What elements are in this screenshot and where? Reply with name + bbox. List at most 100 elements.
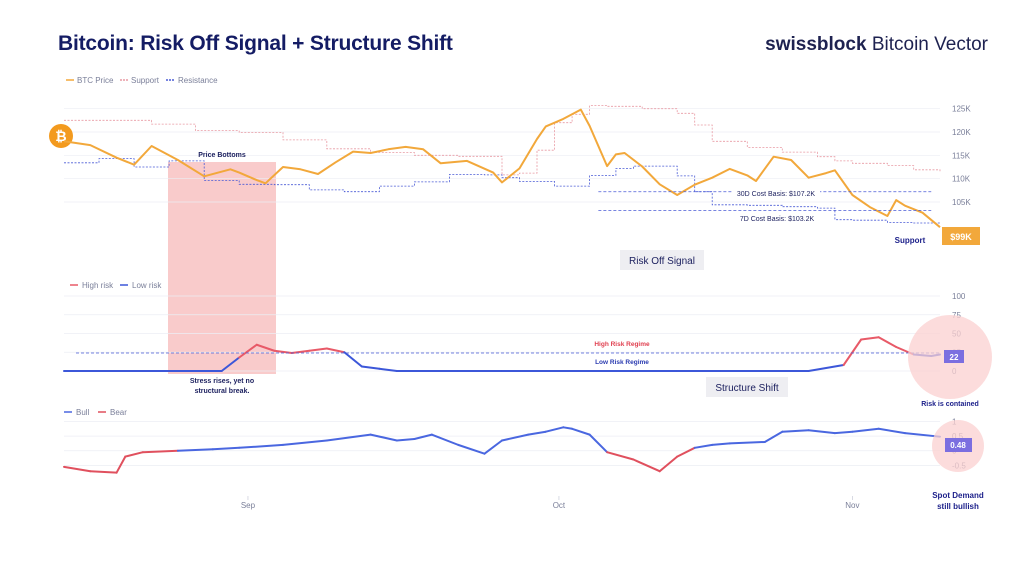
structure-shift-label: Structure Shift: [715, 383, 779, 394]
last-price-badge: [942, 227, 980, 245]
price-y-tick: 105K: [952, 198, 971, 207]
bear-segment: [676, 446, 696, 458]
bear-segment: [658, 455, 679, 473]
demand-legend: Bull Bear: [64, 408, 127, 417]
brand-logo: swissblock Bitcoin Vector: [765, 34, 988, 56]
page-title: Bitcoin: Risk Off Signal + Structure Shi…: [58, 32, 453, 55]
bitcoin-icon: ₿: [49, 124, 73, 148]
bull-segment: [501, 433, 530, 442]
bull-segment: [238, 443, 284, 449]
low-risk-regime-label: Low Risk Regime: [595, 359, 649, 366]
bull-segment: [395, 438, 416, 442]
high-risk-regime-label: High Risk Regime: [594, 341, 650, 348]
low-risk-segment: [378, 367, 398, 372]
risk-value: 22: [950, 353, 959, 362]
brand-product: Bitcoin Vector: [866, 34, 988, 55]
price-bottoms-label: Price Bottoms: [198, 152, 246, 159]
bear-segment: [115, 455, 127, 474]
high-risk-segment: [308, 347, 328, 352]
bull-segment: [807, 429, 836, 435]
risk-contained-label: Risk is contained: [921, 401, 979, 408]
brand-name: swissblock: [765, 34, 867, 55]
bull-segment: [457, 443, 486, 455]
bull-segment: [325, 433, 372, 442]
bull-segment: [833, 430, 854, 435]
demand-value: 0.48: [950, 441, 966, 450]
low-risk-segment: [807, 364, 845, 372]
high-risk-segment: [255, 343, 276, 352]
cost-7d-label: 7D Cost Basis: $103.2K: [740, 216, 815, 223]
risk-off-signal-label: Risk Off Signal: [629, 256, 695, 267]
legend-resistance: Resistance: [178, 76, 218, 85]
bear-segment: [89, 470, 118, 474]
low-risk-segment: [343, 351, 363, 368]
bull-segment: [711, 442, 731, 446]
demand-value-badge: [945, 438, 972, 452]
cost-30d-bg: [732, 188, 820, 198]
bear-segment: [124, 451, 144, 458]
high-risk-segment: [238, 343, 258, 359]
structure-shift-box: [706, 377, 788, 397]
x-tick-label: Sep: [241, 501, 256, 510]
price-y-tick: 115K: [952, 151, 971, 160]
bull-segment: [369, 433, 398, 442]
price-gridlines: [64, 108, 940, 203]
price-y-tick: 125K: [952, 105, 971, 114]
svg-text:₿: ₿: [55, 128, 66, 144]
x-tick-label: Oct: [553, 501, 566, 510]
bull-segment: [176, 448, 214, 452]
bull-segment: [763, 430, 784, 443]
bear-segment: [632, 458, 661, 473]
support-line: [64, 105, 941, 176]
risk-y-tick: 100: [952, 292, 966, 301]
support-label: Support: [895, 236, 926, 245]
high-risk-segment: [860, 336, 880, 341]
high-risk-segment: [842, 338, 863, 366]
high-risk-segment: [273, 349, 293, 354]
demand-gridlines: [64, 421, 940, 466]
stress-annotation-line1: Stress rises, yet no: [190, 378, 254, 385]
bull-segment: [693, 443, 714, 449]
legend-low-risk: Low risk: [132, 281, 162, 290]
low-risk-segment: [360, 365, 381, 370]
stress-zone-shading: [168, 162, 276, 374]
bull-segment: [588, 433, 609, 454]
bull-segment: [527, 430, 547, 436]
bull-segment: [483, 439, 503, 455]
legend-bull: Bull: [76, 408, 90, 417]
stress-annotation-line2: structural break.: [195, 388, 250, 395]
bull-segment: [877, 427, 906, 435]
price-series: [63, 105, 941, 228]
low-risk-segment: [220, 356, 241, 372]
risk-y-tick: 75: [952, 311, 961, 320]
price-legend: BTC Price Support Resistance: [66, 76, 218, 85]
bull-segment: [781, 429, 810, 433]
bear-segment: [63, 465, 92, 473]
high-risk-segment: [290, 349, 311, 354]
price-y-tick: 110K: [952, 175, 971, 184]
legend-bear: Bear: [110, 408, 127, 417]
high-risk-segment: [325, 347, 346, 354]
bear-segment: [606, 451, 635, 461]
high-risk-segment: [877, 336, 898, 348]
legend-btc-price: BTC Price: [77, 76, 114, 85]
risk-off-signal-box: [620, 250, 704, 270]
legend-support: Support: [131, 76, 160, 85]
resistance-line: [64, 158, 940, 224]
risk-legend: High risk Low risk: [70, 281, 162, 290]
last-price-value: $99K: [950, 232, 972, 242]
bull-segment: [562, 426, 574, 430]
cost-7d-bg: [735, 214, 819, 224]
bull-segment: [211, 446, 241, 451]
demand-series: [63, 426, 941, 474]
btc-price-line: [63, 108, 941, 228]
cost-30d-label: 30D Cost Basis: $107.2K: [737, 191, 816, 198]
bear-segment: [141, 449, 179, 454]
price-y-tick: 120K: [952, 128, 971, 137]
bull-segment: [544, 426, 565, 433]
spot-demand-label-line2: still bullish: [937, 502, 979, 511]
spot-demand-label-line1: Spot Demand: [932, 491, 984, 500]
risk-value-badge: [944, 350, 964, 363]
x-tick-label: Nov: [845, 501, 859, 510]
